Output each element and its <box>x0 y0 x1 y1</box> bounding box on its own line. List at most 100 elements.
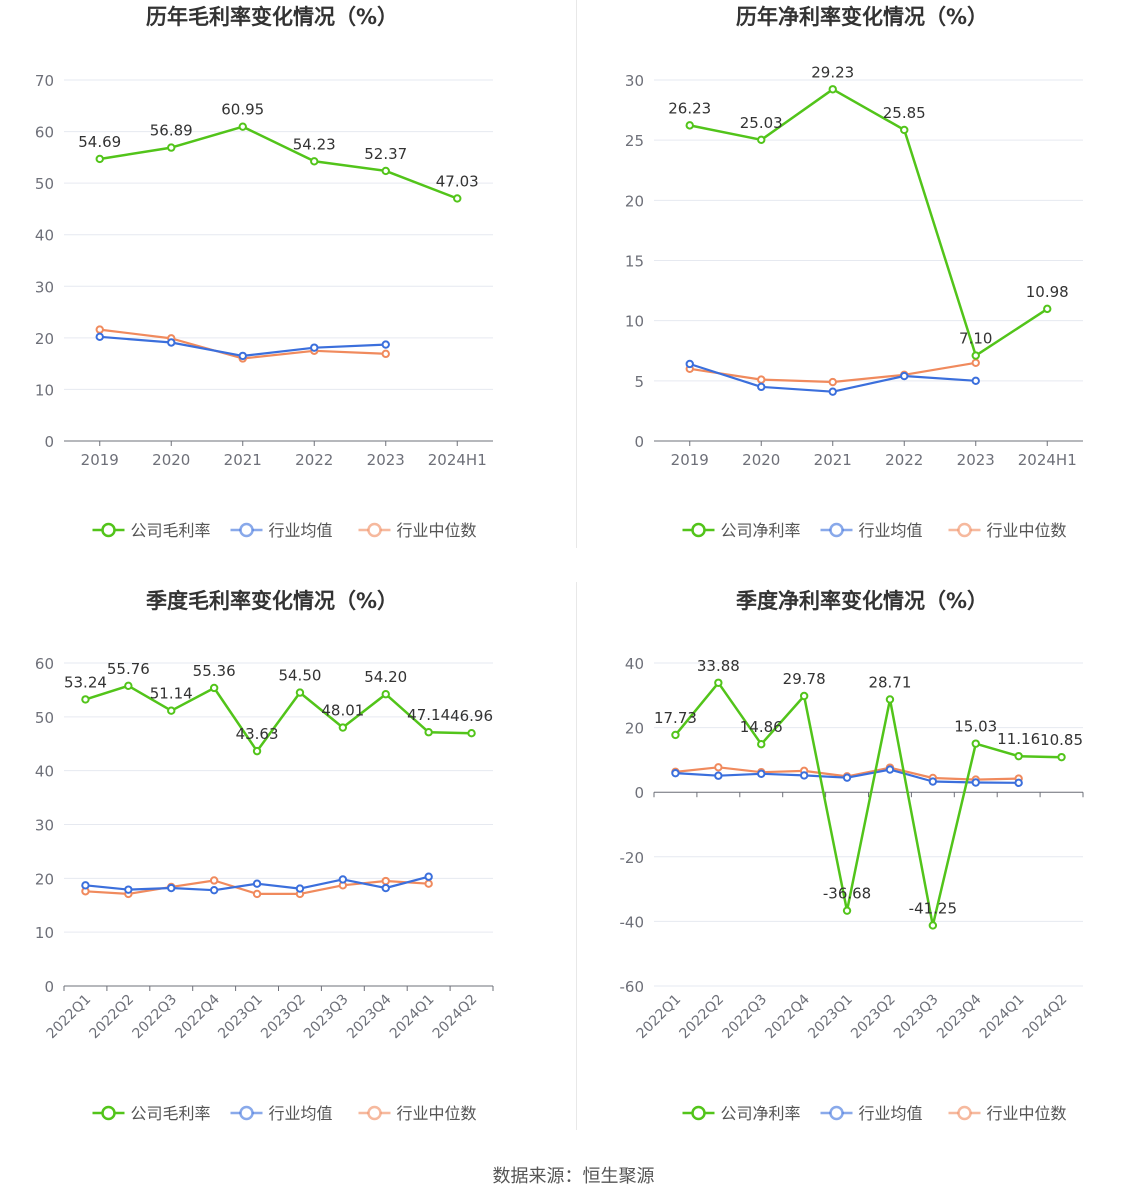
legend-marker <box>367 522 382 538</box>
y-tick-label: 0 <box>634 433 644 451</box>
y-tick-label: 10 <box>35 924 54 942</box>
data-point <box>1014 778 1023 788</box>
series-line <box>674 681 1062 927</box>
data-point <box>424 879 433 888</box>
data-point <box>971 351 980 360</box>
data-point <box>971 778 980 787</box>
data-point <box>971 358 980 367</box>
data-point <box>757 769 766 778</box>
data-label: 54.20 <box>364 668 407 686</box>
x-tick-label: 2022Q3 <box>719 992 770 1043</box>
data-point <box>842 906 852 915</box>
y-tick-label: 0 <box>44 433 54 451</box>
data-label: 15.03 <box>954 718 997 736</box>
data-label: 47.14 <box>407 706 450 724</box>
x-tick-label: 2019 <box>81 451 119 469</box>
data-label: 29.23 <box>811 63 854 81</box>
series-line <box>689 88 1048 357</box>
data-point <box>1043 304 1052 314</box>
data-point <box>381 876 390 886</box>
data-label: 43.63 <box>236 725 279 743</box>
data-point <box>714 763 723 772</box>
y-tick-label: 20 <box>35 870 54 888</box>
data-point <box>381 166 390 176</box>
data-label: 55.36 <box>193 662 236 680</box>
chart-title: 季度净利率变化情况（%） <box>736 589 988 613</box>
data-point <box>971 739 980 748</box>
x-tick-label: 2024Q1 <box>387 992 438 1043</box>
x-tick-label: 2023Q3 <box>301 992 352 1043</box>
legend-marker <box>101 1105 116 1121</box>
data-point <box>1014 751 1023 761</box>
x-tick-label: 2021 <box>814 451 852 469</box>
y-tick-label: 70 <box>35 72 54 90</box>
panel-divider-bottom <box>576 582 577 1130</box>
x-tick-label: 2022Q1 <box>634 992 685 1043</box>
data-label: 25.03 <box>740 114 783 132</box>
legend-label: 公司净利率 <box>721 1104 801 1123</box>
data-label: 17.73 <box>654 709 697 727</box>
legend-marker <box>691 1105 706 1121</box>
source-note: 数据来源：恒生聚源 <box>492 1166 655 1187</box>
x-tick-label: 2020 <box>152 451 190 469</box>
data-label: 10.98 <box>1026 283 1069 301</box>
data-label: 51.14 <box>150 685 193 703</box>
x-tick-label: 2019 <box>671 451 709 469</box>
legend-label: 行业均值 <box>859 1104 923 1123</box>
data-point <box>885 695 895 704</box>
data-point <box>757 382 766 392</box>
x-tick-label: 2023Q2 <box>258 992 309 1043</box>
data-label: -36.68 <box>823 885 871 903</box>
data-point <box>295 688 305 697</box>
legend-marker <box>691 522 706 538</box>
legend-marker <box>367 1105 382 1121</box>
x-tick-label: 2024Q2 <box>430 992 481 1043</box>
legend-label: 行业中位数 <box>987 1104 1067 1123</box>
data-point <box>424 728 433 737</box>
data-label: 52.37 <box>364 145 407 163</box>
data-point <box>424 872 433 881</box>
data-label: 54.23 <box>293 135 336 153</box>
data-point <box>124 681 133 691</box>
y-tick-label: -60 <box>620 978 645 996</box>
data-point <box>714 678 723 687</box>
data-point <box>381 349 390 359</box>
y-tick-label: 40 <box>625 655 644 673</box>
data-point <box>757 375 766 384</box>
data-label: 53.24 <box>64 673 107 691</box>
x-tick-label: 2024Q1 <box>977 992 1028 1043</box>
x-tick-label: 2022Q3 <box>129 992 180 1043</box>
data-point <box>828 85 837 94</box>
y-tick-label: 30 <box>625 72 644 90</box>
data-point <box>928 777 938 786</box>
y-tick-label: 5 <box>634 373 644 391</box>
legend-label: 公司毛利率 <box>131 1104 211 1123</box>
data-point <box>310 343 319 352</box>
y-tick-label: 10 <box>35 381 54 399</box>
chart-title: 季度毛利率变化情况（%） <box>146 589 398 613</box>
y-tick-label: 10 <box>625 313 644 331</box>
y-tick-label: 0 <box>44 978 54 996</box>
data-point <box>453 194 462 203</box>
x-tick-label: 2023 <box>367 451 405 469</box>
data-point <box>685 121 694 130</box>
legend-label: 公司毛利率 <box>131 521 211 540</box>
data-label: -41.25 <box>909 899 957 917</box>
data-label: 54.69 <box>78 133 121 151</box>
data-point <box>714 771 723 780</box>
data-label: 10.85 <box>1040 731 1083 749</box>
legend-label: 行业均值 <box>269 1104 333 1123</box>
y-tick-label: 60 <box>35 124 54 142</box>
y-tick-label: 40 <box>35 763 54 781</box>
y-tick-label: 30 <box>35 278 54 296</box>
data-point <box>900 125 909 135</box>
data-point <box>381 690 390 699</box>
data-point <box>209 885 219 895</box>
data-point <box>842 773 852 782</box>
data-point <box>238 122 247 131</box>
data-label: 55.76 <box>107 660 150 678</box>
data-point <box>252 879 262 888</box>
y-tick-label: 50 <box>35 709 54 727</box>
data-point <box>757 135 766 145</box>
data-point <box>799 691 809 701</box>
